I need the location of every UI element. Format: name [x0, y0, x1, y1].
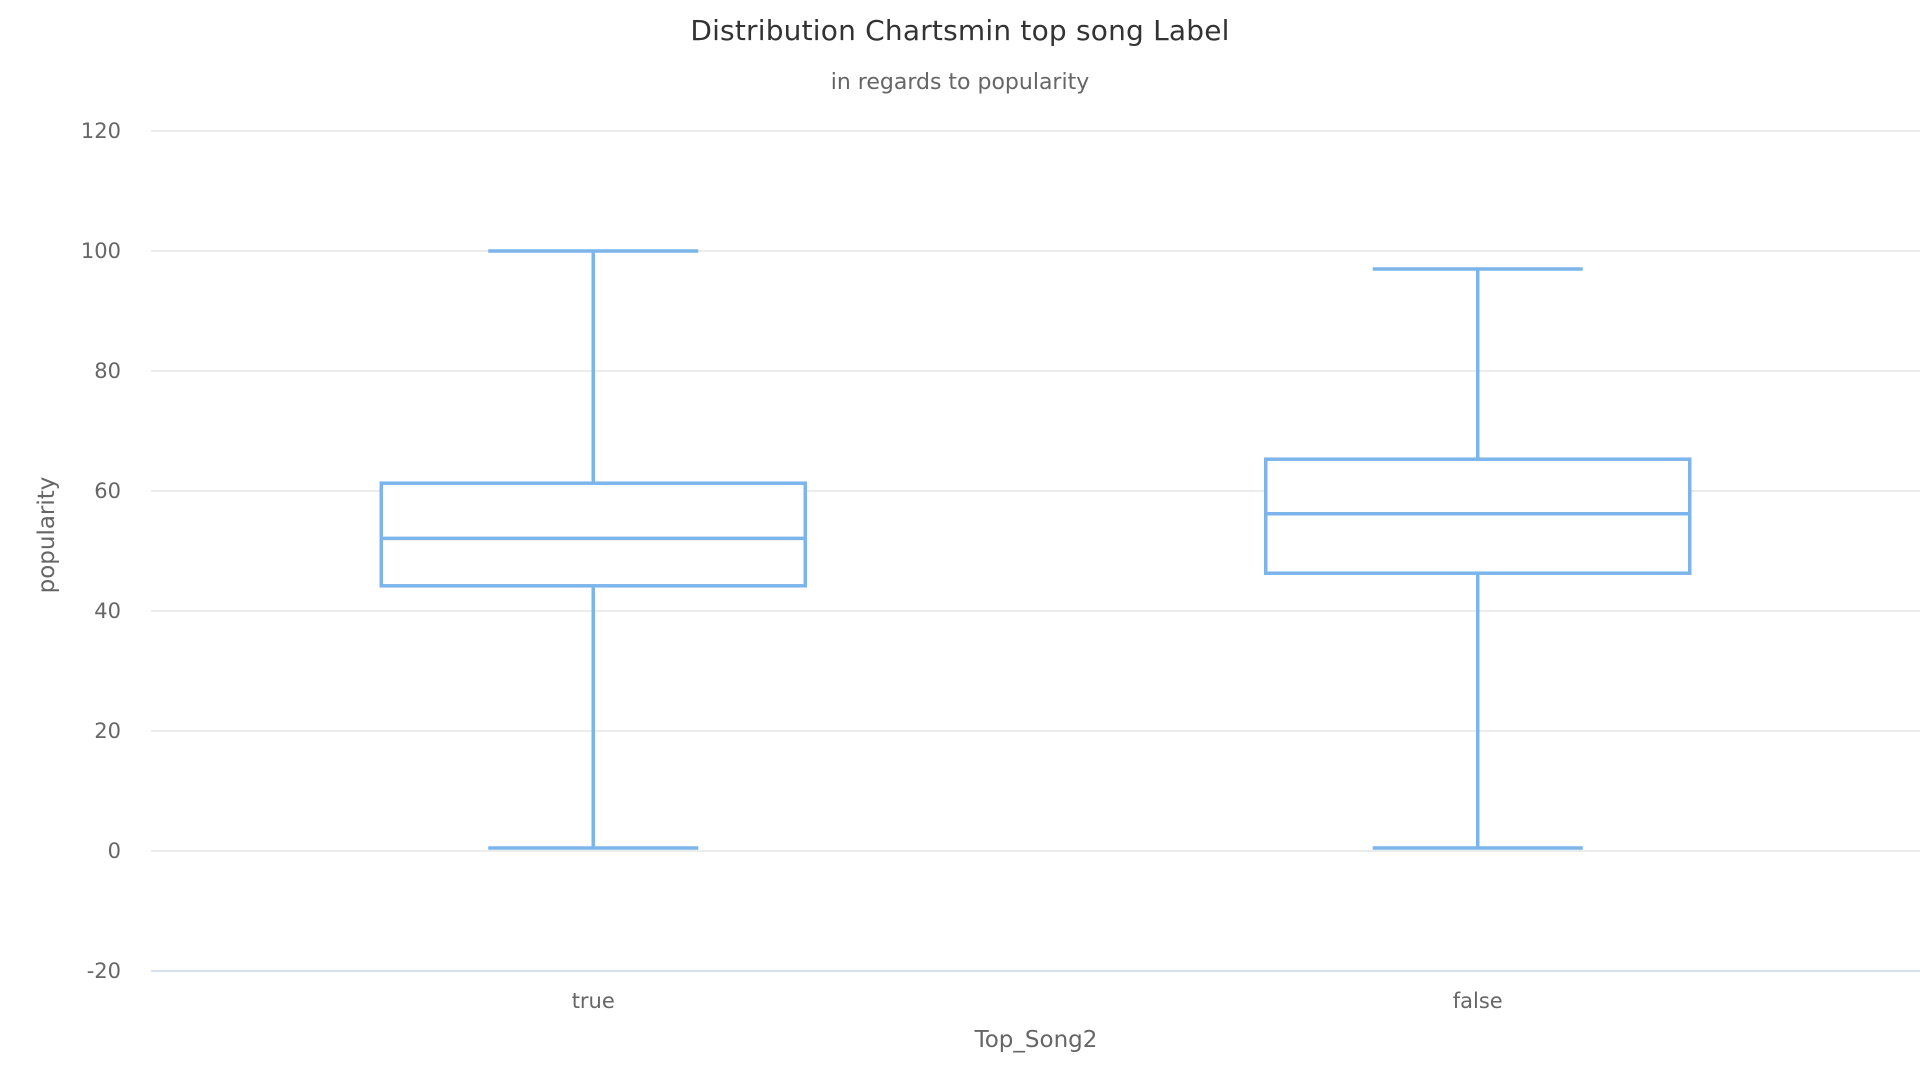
- box-true: [379, 249, 807, 850]
- chart-subtitle: in regards to popularity: [830, 70, 1090, 95]
- box-series: [379, 249, 1692, 850]
- y-tick-label: 0: [108, 839, 121, 863]
- iqr-box: [1264, 457, 1692, 575]
- y-tick-label: 120: [81, 119, 121, 143]
- y-tick-label: -20: [87, 959, 121, 983]
- y-tick-label: 20: [94, 719, 121, 743]
- box-false: [1264, 267, 1692, 850]
- y-axis-ticks: -20 0 20 40 60 80 100 120: [81, 119, 121, 983]
- x-tick-label: false: [1453, 989, 1503, 1013]
- iqr-box: [379, 481, 807, 588]
- y-tick-label: 80: [94, 359, 121, 383]
- y-tick-label: 60: [94, 479, 121, 503]
- x-tick-label: true: [572, 989, 615, 1013]
- y-tick-label: 40: [94, 599, 121, 623]
- y-axis-title: popularity: [34, 477, 60, 594]
- x-axis-ticks: true false: [572, 989, 1503, 1013]
- chart-title: Distribution Chartsmin top song Label: [690, 14, 1230, 47]
- y-tick-label: 100: [81, 239, 121, 263]
- x-axis-title: Top_Song2: [974, 1027, 1098, 1053]
